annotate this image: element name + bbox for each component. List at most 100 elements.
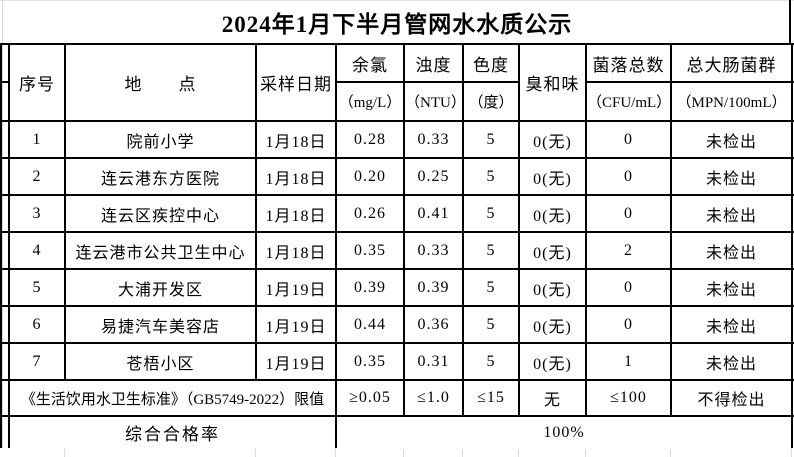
spreadsheet-gridline [64, 449, 65, 457]
cell-turbidity: 0.39 [403, 268, 464, 307]
col-header-date: 采样日期 [255, 43, 337, 122]
limit-value-turbidity: ≤1.0 [403, 379, 464, 417]
cell-odor: 0(无) [518, 268, 587, 307]
cell-chroma: 5 [462, 157, 520, 196]
header-row-labels: 序号地 点采样日期 余氯 浊度 色度 臭和味 菌落总数 总大肠菌群 [0, 43, 794, 122]
cell-residual-chlorine: 0.28 [335, 120, 405, 159]
margin-cell [0, 342, 10, 381]
col-unit-residual-chlorine: （mg/L） [335, 81, 405, 122]
cell-seq: 6 [8, 305, 66, 344]
limit-value-coliform: 不得检出 [670, 379, 793, 417]
cell-colony-count: 2 [585, 231, 672, 270]
cell-colony-count: 0 [585, 120, 672, 159]
spreadsheet-gridline [791, 449, 792, 457]
bottom-gridlines [0, 448, 794, 457]
cell-location: 大浦开发区 [64, 268, 257, 307]
limit-value-colony-count: ≤100 [585, 379, 672, 417]
margin-cell [0, 81, 10, 122]
margin-cell [0, 157, 10, 196]
col-header-odor: 臭和味 [518, 43, 587, 122]
col-header-location: 地 点 [64, 43, 257, 122]
cell-location: 院前小学 [64, 120, 257, 159]
limit-row-label: 《生活饮用水卫生标准》（GB5749-2022）限值 [8, 379, 337, 417]
col-unit-coliform: （MPN/100mL） [670, 81, 793, 122]
cell-turbidity: 0.41 [403, 194, 464, 233]
cell-chroma: 5 [462, 305, 520, 344]
cell-date: 1月19日 [255, 305, 337, 344]
title-right-border [789, 0, 791, 43]
margin-cell [0, 43, 10, 83]
cell-seq: 5 [8, 268, 66, 307]
col-unit-chroma: （度） [462, 81, 520, 122]
limit-value-chroma: ≤15 [462, 379, 520, 417]
cell-chroma: 5 [462, 231, 520, 270]
pass-rate-value: 100% [335, 415, 793, 450]
table-row: 6 易捷汽车美容店 1月19日 0.44 0.36 5 0(无) 0 未检出 [0, 305, 794, 344]
cell-residual-chlorine: 0.26 [335, 194, 405, 233]
col-header-residual-chlorine: 余氯 [335, 43, 405, 83]
col-header-chroma: 色度 [462, 43, 520, 83]
page-title: 2024年1月下半月管网水水质公示 [221, 11, 573, 37]
cell-residual-chlorine: 0.44 [335, 305, 405, 344]
cell-location: 易捷汽车美容店 [64, 305, 257, 344]
limit-value-odor: 无 [518, 379, 587, 417]
cell-odor: 0(无) [518, 157, 587, 196]
cell-date: 1月18日 [255, 231, 337, 270]
cell-seq: 4 [8, 231, 66, 270]
col-unit-turbidity: （NTU） [403, 81, 464, 122]
cell-coliform: 未检出 [670, 268, 793, 307]
col-header-turbidity: 浊度 [403, 43, 464, 83]
cell-odor: 0(无) [518, 305, 587, 344]
cell-seq: 7 [8, 342, 66, 381]
cell-colony-count: 0 [585, 157, 672, 196]
cell-date: 1月18日 [255, 157, 337, 196]
cell-coliform: 未检出 [670, 194, 793, 233]
col-header-colony-count: 菌落总数 [585, 43, 672, 83]
cell-odor: 0(无) [518, 231, 587, 270]
spreadsheet-gridline [670, 449, 671, 457]
cell-seq: 3 [8, 194, 66, 233]
cell-colony-count: 0 [585, 194, 672, 233]
cell-coliform: 未检出 [670, 157, 793, 196]
col-unit-colony-count: （CFU/mL） [585, 81, 672, 122]
cell-turbidity: 0.25 [403, 157, 464, 196]
cell-date: 1月18日 [255, 194, 337, 233]
cell-date: 1月18日 [255, 120, 337, 159]
cell-date: 1月19日 [255, 342, 337, 381]
table-row: 2 连云港东方医院 1月18日 0.20 0.25 5 0(无) 0 未检出 [0, 157, 794, 196]
cell-turbidity: 0.33 [403, 120, 464, 159]
standard-limit-row: 《生活饮用水卫生标准》（GB5749-2022）限值 ≥0.05 ≤1.0 ≤15 无 ≤… [0, 379, 794, 417]
cell-residual-chlorine: 0.20 [335, 157, 405, 196]
cell-date: 1月19日 [255, 268, 337, 307]
spreadsheet-gridline [0, 0, 794, 1]
cell-location: 连云区疾控中心 [64, 194, 257, 233]
cell-residual-chlorine: 0.35 [335, 231, 405, 270]
col-header-seq: 序号 [8, 43, 66, 122]
cell-colony-count: 0 [585, 268, 672, 307]
limit-value-residual-chlorine: ≥0.05 [335, 379, 405, 417]
cell-colony-count: 1 [585, 342, 672, 381]
cell-seq: 1 [8, 120, 66, 159]
cell-location: 苍梧小区 [64, 342, 257, 381]
cell-coliform: 未检出 [670, 305, 793, 344]
spreadsheet-gridline [462, 449, 463, 457]
cell-seq: 2 [8, 157, 66, 196]
cell-odor: 0(无) [518, 120, 587, 159]
table-row: 5 大浦开发区 1月19日 0.39 0.39 5 0(无) 0 未检出 [0, 268, 794, 307]
cell-chroma: 5 [462, 120, 520, 159]
spreadsheet-gridline [403, 449, 404, 457]
water-quality-table: 序号地 点采样日期 余氯 浊度 色度 臭和味 菌落总数 总大肠菌群 （mg/L） （NTU） （度… [0, 43, 794, 450]
cell-turbidity: 0.36 [403, 305, 464, 344]
table-row: 7 苍梧小区 1月19日 0.35 0.31 5 0(无) 1 未检出 [0, 342, 794, 381]
spreadsheet-gridline [335, 449, 336, 457]
cell-odor: 0(无) [518, 194, 587, 233]
table-row: 1 院前小学 1月18日 0.28 0.33 5 0(无) 0 未检出 [0, 120, 794, 159]
pass-rate-label: 综合合格率 [8, 415, 337, 450]
spreadsheet-gridline [255, 449, 256, 457]
header-row-units: （mg/L） （NTU） （度） （CFU/mL） （MPN/100mL） [0, 81, 794, 122]
cell-colony-count: 0 [585, 305, 672, 344]
cell-odor: 0(无) [518, 342, 587, 381]
margin-cell [0, 379, 10, 417]
col-header-coliform: 总大肠菌群 [670, 43, 793, 83]
